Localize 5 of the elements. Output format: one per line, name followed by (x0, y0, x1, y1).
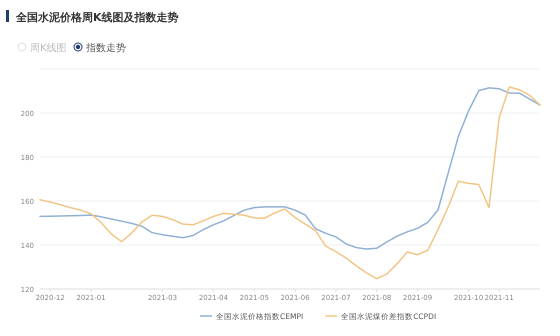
line-series (39, 86, 541, 280)
text: 指数走势 (85, 42, 126, 54)
text: 周K线图 (30, 42, 67, 54)
line-series (39, 87, 541, 250)
chart-title: 全国水泥价格周K线图及指数走势 (15, 11, 179, 24)
